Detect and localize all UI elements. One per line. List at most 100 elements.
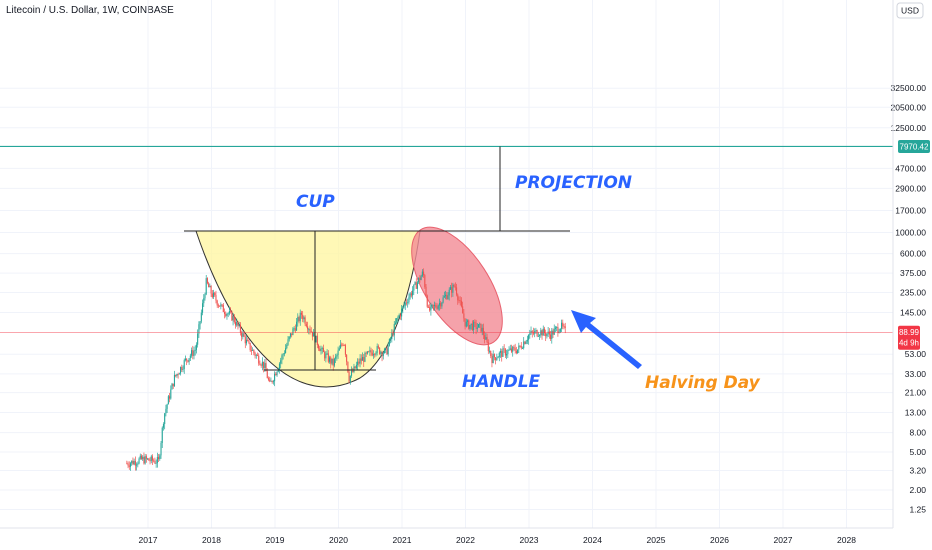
candle-body [457,294,459,301]
candle-body [383,348,386,354]
candle-body [442,297,444,303]
candle-body [308,328,310,330]
price-axis[interactable]: 1.25 2.00 3.20 5.00 8.00 13.00 21.00 33.00 53.00… [891,0,930,528]
price-tick-label: 3.20 [909,466,926,476]
time-tick-label: 2028 [837,535,856,545]
cup-shape [195,230,421,388]
candle-body [355,364,357,369]
candle-body [271,380,273,383]
candle-body [484,335,486,340]
candle-body [360,358,362,361]
candle-body [479,323,481,325]
candle-body [465,321,467,327]
candle-body [327,353,329,362]
candle-body [223,312,226,314]
candle-body [545,333,547,337]
candle-body [421,271,423,277]
candle-body [548,331,550,335]
candle-body [144,456,146,464]
time-tick-label: 2025 [647,535,666,545]
candle-body [426,295,428,307]
candle-body [338,348,340,351]
candle-body [175,374,177,376]
candle-body [387,345,389,355]
candle-body [371,352,373,356]
candle-body [232,315,234,321]
candle-body [530,331,532,334]
candle-body [369,350,371,352]
candle-body [353,366,355,372]
candle-body [311,331,313,337]
candle-body [217,305,219,307]
candle-body [201,303,204,313]
candle-body [243,333,245,337]
candle-body [294,328,296,331]
candle-body [206,278,208,284]
candle-body [414,282,416,285]
candle-body [408,297,410,303]
candle-body [176,374,178,376]
candle-body [161,427,163,443]
candle-body [396,318,398,323]
candle-body [233,315,235,323]
candle-body [198,324,200,334]
candle-body [220,304,222,307]
candle-body [503,348,505,350]
price-tick-label: 1700.00 [895,205,926,215]
chart-title: Litecoin / U.S. Dollar, 1W, COINBASE [6,5,174,16]
candle-body [214,292,216,296]
candle-body [349,375,351,382]
candle-body [535,330,537,332]
candle-body [186,358,188,361]
candle-body [280,360,282,364]
price-tick-label: 20500.00 [891,102,927,112]
candle-body [546,333,548,337]
candle-body [458,300,460,302]
price-tick-label: 13.00 [905,407,927,417]
candle-body [285,348,287,354]
time-tick-label: 2019 [266,535,285,545]
candle-body [391,332,393,339]
candle-body [272,381,274,383]
candle-body [394,322,397,325]
candle-body [128,465,130,467]
candle-body [309,328,311,332]
candle-body [256,354,259,356]
candle-body [412,290,414,296]
currency-text: USD [901,6,919,16]
candle-body [259,363,261,365]
candle-body [359,358,361,364]
candle-body [341,344,343,346]
candle-body [418,277,420,283]
candle-body [477,324,480,328]
candle-body [487,342,489,352]
candle-body [171,383,173,390]
candle-body [459,300,461,302]
candle-body [534,331,536,334]
candle-body [204,294,206,299]
candle-body [430,305,432,311]
candle-body [397,317,399,319]
candle-body [263,361,265,368]
candle-body [293,328,295,330]
time-tick-label: 2020 [329,535,348,545]
candle-body [382,353,384,357]
candle-body [449,287,451,290]
candle-body [405,302,408,304]
candle-body [462,306,464,314]
price-tick-label: 32500.00 [891,83,927,93]
candle-body [416,282,419,289]
candle-body [347,361,349,373]
candle-body [241,332,243,337]
candle-body [302,314,304,320]
candle-body [385,348,387,350]
candle-body [446,294,448,300]
candle-body [438,302,440,306]
time-axis[interactable]: 2017 2018 2019 2020 2021 2022 2023 2024 2025 2026… [0,527,893,545]
candle-body [286,344,288,349]
candle-body [537,336,539,337]
candle-body [188,358,190,362]
candle-body [299,312,301,322]
candle-body [344,345,346,355]
